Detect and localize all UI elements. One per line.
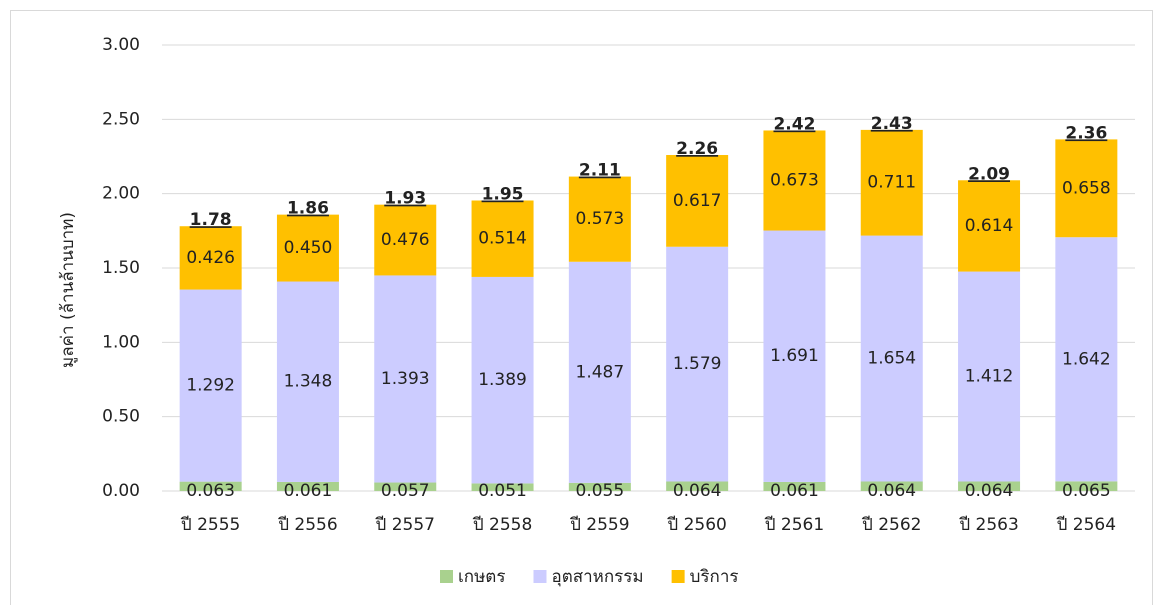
bar-segment bbox=[763, 130, 826, 231]
data-label: 0.057 bbox=[381, 481, 430, 501]
data-label: 0.673 bbox=[770, 171, 819, 191]
bar-segment bbox=[568, 482, 631, 491]
bar-segment bbox=[374, 204, 437, 276]
data-label: 0.063 bbox=[186, 481, 235, 501]
data-label: 0.061 bbox=[284, 481, 333, 501]
data-label: 0.617 bbox=[673, 191, 722, 211]
data-label: 1.348 bbox=[284, 372, 333, 392]
data-label: 0.514 bbox=[478, 229, 527, 249]
x-tick-label: ปี 2557 bbox=[375, 515, 435, 535]
data-label: 1.393 bbox=[381, 369, 430, 389]
y-axis-label: มูลค่า (ล้านล้านบาท) bbox=[58, 212, 78, 368]
bar-segment bbox=[860, 481, 923, 491]
x-tick-label: ปี 2563 bbox=[958, 515, 1018, 535]
data-label: 0.064 bbox=[965, 481, 1014, 501]
bar-segment bbox=[666, 246, 729, 482]
total-label: 2.36 bbox=[1065, 123, 1107, 143]
data-label: 0.614 bbox=[965, 216, 1014, 236]
legend-label: บริการ bbox=[690, 567, 739, 587]
bar-segment bbox=[666, 155, 729, 247]
bar-segment bbox=[1055, 237, 1118, 482]
bar-segment bbox=[568, 176, 631, 262]
data-label: 0.061 bbox=[770, 481, 819, 501]
data-label: 0.426 bbox=[186, 248, 235, 268]
x-tick-label: ปี 2558 bbox=[472, 515, 532, 535]
bar-segment bbox=[860, 129, 923, 236]
data-label: 1.642 bbox=[1062, 349, 1111, 369]
y-tick-label: 0.50 bbox=[102, 407, 140, 427]
bar-segment bbox=[374, 275, 437, 483]
total-label: 1.78 bbox=[190, 210, 232, 230]
x-tick-label: ปี 2562 bbox=[861, 515, 921, 535]
data-label: 1.389 bbox=[478, 370, 527, 390]
bar-segment bbox=[276, 214, 339, 282]
y-tick-label: 3.00 bbox=[102, 35, 140, 55]
data-label: 0.064 bbox=[867, 481, 916, 501]
total-label: 1.95 bbox=[482, 185, 524, 205]
bar-segment bbox=[568, 261, 631, 483]
data-label: 0.064 bbox=[673, 481, 722, 501]
data-label: 1.654 bbox=[867, 349, 916, 369]
bar-segment bbox=[179, 481, 242, 491]
data-label: 1.412 bbox=[965, 367, 1014, 387]
legend-swatch bbox=[533, 570, 547, 583]
total-label: 2.42 bbox=[773, 114, 815, 134]
total-label: 1.93 bbox=[384, 189, 426, 209]
data-label: 0.051 bbox=[478, 481, 527, 501]
bar-segment bbox=[860, 235, 923, 482]
bar-segment bbox=[471, 483, 534, 491]
legend-label: อุตสาหกรรม bbox=[551, 567, 643, 587]
legend-swatch bbox=[671, 570, 685, 583]
data-label: 0.573 bbox=[576, 209, 625, 229]
y-tick-label: 0.00 bbox=[102, 481, 140, 501]
bar-segment bbox=[179, 226, 242, 290]
data-label: 0.658 bbox=[1062, 178, 1111, 198]
data-label: 1.691 bbox=[770, 346, 819, 366]
total-label: 2.43 bbox=[871, 114, 913, 134]
legend-label: เกษตร bbox=[458, 567, 505, 587]
bar-segment bbox=[179, 289, 242, 482]
data-label: 0.055 bbox=[576, 481, 625, 501]
total-label: 2.26 bbox=[676, 139, 718, 159]
bar-segment bbox=[374, 482, 437, 491]
bar-segment bbox=[763, 230, 826, 482]
total-label: 2.09 bbox=[968, 164, 1010, 184]
bar-segment bbox=[471, 200, 534, 277]
data-label: 1.487 bbox=[576, 362, 625, 382]
y-tick-label: 1.00 bbox=[102, 332, 140, 352]
x-tick-label: ปี 2561 bbox=[764, 515, 824, 535]
data-label: 0.450 bbox=[284, 238, 333, 258]
bar-segment bbox=[958, 481, 1021, 491]
bar-segment bbox=[1055, 481, 1118, 491]
bar-segment bbox=[763, 481, 826, 491]
x-tick-label: ปี 2556 bbox=[277, 515, 337, 535]
bar-segment bbox=[1055, 139, 1118, 238]
x-tick-label: ปี 2559 bbox=[569, 515, 629, 535]
total-label: 1.86 bbox=[287, 199, 329, 219]
bar-segment bbox=[276, 281, 339, 482]
data-label: 1.579 bbox=[673, 354, 722, 374]
data-label: 0.711 bbox=[867, 173, 916, 193]
y-tick-label: 2.00 bbox=[102, 184, 140, 204]
total-label: 2.11 bbox=[579, 161, 621, 181]
legend-swatch bbox=[440, 570, 453, 583]
bar-segment bbox=[471, 276, 534, 484]
bar-segment bbox=[276, 481, 339, 491]
bar-segment bbox=[958, 271, 1021, 482]
x-tick-label: ปี 2564 bbox=[1056, 515, 1116, 535]
data-label: 0.476 bbox=[381, 230, 430, 250]
y-tick-label: 2.50 bbox=[102, 109, 140, 129]
data-label: 1.292 bbox=[186, 376, 235, 396]
x-tick-label: ปี 2560 bbox=[667, 515, 727, 535]
x-tick-label: ปี 2555 bbox=[180, 515, 240, 535]
data-label: 0.065 bbox=[1062, 481, 1111, 501]
y-tick-label: 1.50 bbox=[102, 258, 140, 278]
bar-segment bbox=[958, 180, 1021, 272]
bar-segment bbox=[666, 481, 729, 491]
